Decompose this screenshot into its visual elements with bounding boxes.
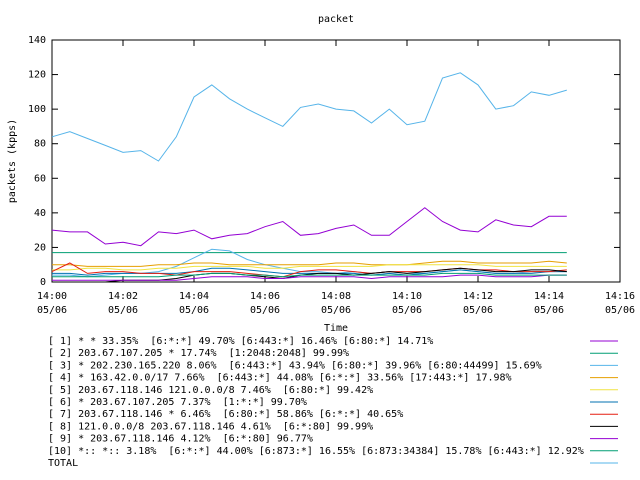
y-tick-label: 100 [28, 104, 46, 115]
y-tick-label: 120 [28, 70, 46, 81]
series-line [52, 274, 567, 281]
x-axis-label: Time [324, 323, 348, 334]
y-tick-label: 80 [34, 139, 46, 150]
x-tick-label: 14:10 [392, 291, 422, 302]
y-tick-label: 40 [34, 208, 46, 219]
x-tick-label: 14:04 [179, 291, 209, 302]
x-tick-label: 14:14 [534, 291, 564, 302]
legend-label: [ 1] * * 33.35% [6:*:*] 49.70% [6:443:*]… [48, 336, 433, 347]
x-tick-date: 05/06 [534, 305, 564, 316]
x-tick-date: 05/06 [605, 305, 635, 316]
y-axis-label: packets (kpps) [7, 119, 18, 203]
y-tick-label: 60 [34, 173, 46, 184]
series-line [51, 207, 567, 247]
x-tick-date: 05/06 [37, 305, 67, 316]
legend-label: [ 4] * 163.42.0.0/17 7.66% [6:443:*] 44.… [48, 373, 512, 384]
legend-label: TOTAL [48, 458, 78, 469]
x-tick-date: 05/06 [250, 305, 280, 316]
legend-label: [ 9] * 203.67.118.146 4.12% [6:*:80] 96.… [48, 434, 313, 445]
y-tick-label: 140 [28, 35, 46, 46]
x-tick-date: 05/06 [392, 305, 422, 316]
series-line [52, 260, 567, 267]
x-tick-label: 14:12 [463, 291, 493, 302]
series-line [52, 272, 567, 278]
chart-title: packet [318, 14, 354, 25]
x-tick-label: 14:02 [108, 291, 138, 302]
legend-label: [10] *:: *:: 3.18% [6:*:*] 44.00% [6:873… [48, 446, 584, 457]
x-tick-date: 05/06 [179, 305, 209, 316]
legend-label: [ 7] 203.67.118.146 * 6.46% [6:80:*] 58.… [48, 409, 403, 420]
legend-label: [ 6] * 203.67.107.205 7.37% [1:*:*] 99.7… [48, 397, 307, 408]
y-tick-label: 0 [40, 277, 46, 288]
x-tick-date: 05/06 [463, 305, 493, 316]
legend-label: [ 5] 203.67.118.146 121.0.0.0/8 7.46% [6… [48, 385, 373, 396]
x-tick-date: 05/06 [321, 305, 351, 316]
series-line [52, 264, 567, 271]
y-tick-label: 20 [34, 242, 46, 253]
x-tick-date: 05/06 [108, 305, 138, 316]
legend-label: [ 8] 121.0.0.0/8 203.67.118.146 4.61% [6… [48, 421, 373, 432]
series-line [51, 72, 567, 162]
legend-label: [ 3] * 202.230.165.220 8.06% [6:443:*] 4… [48, 360, 542, 371]
legend-label: [ 2] 203.67.107.205 * 17.74% [1:2048:204… [48, 348, 349, 359]
x-tick-label: 14:16 [605, 291, 635, 302]
x-tick-label: 14:00 [37, 291, 67, 302]
x-tick-label: 14:08 [321, 291, 351, 302]
x-tick-label: 14:06 [250, 291, 280, 302]
